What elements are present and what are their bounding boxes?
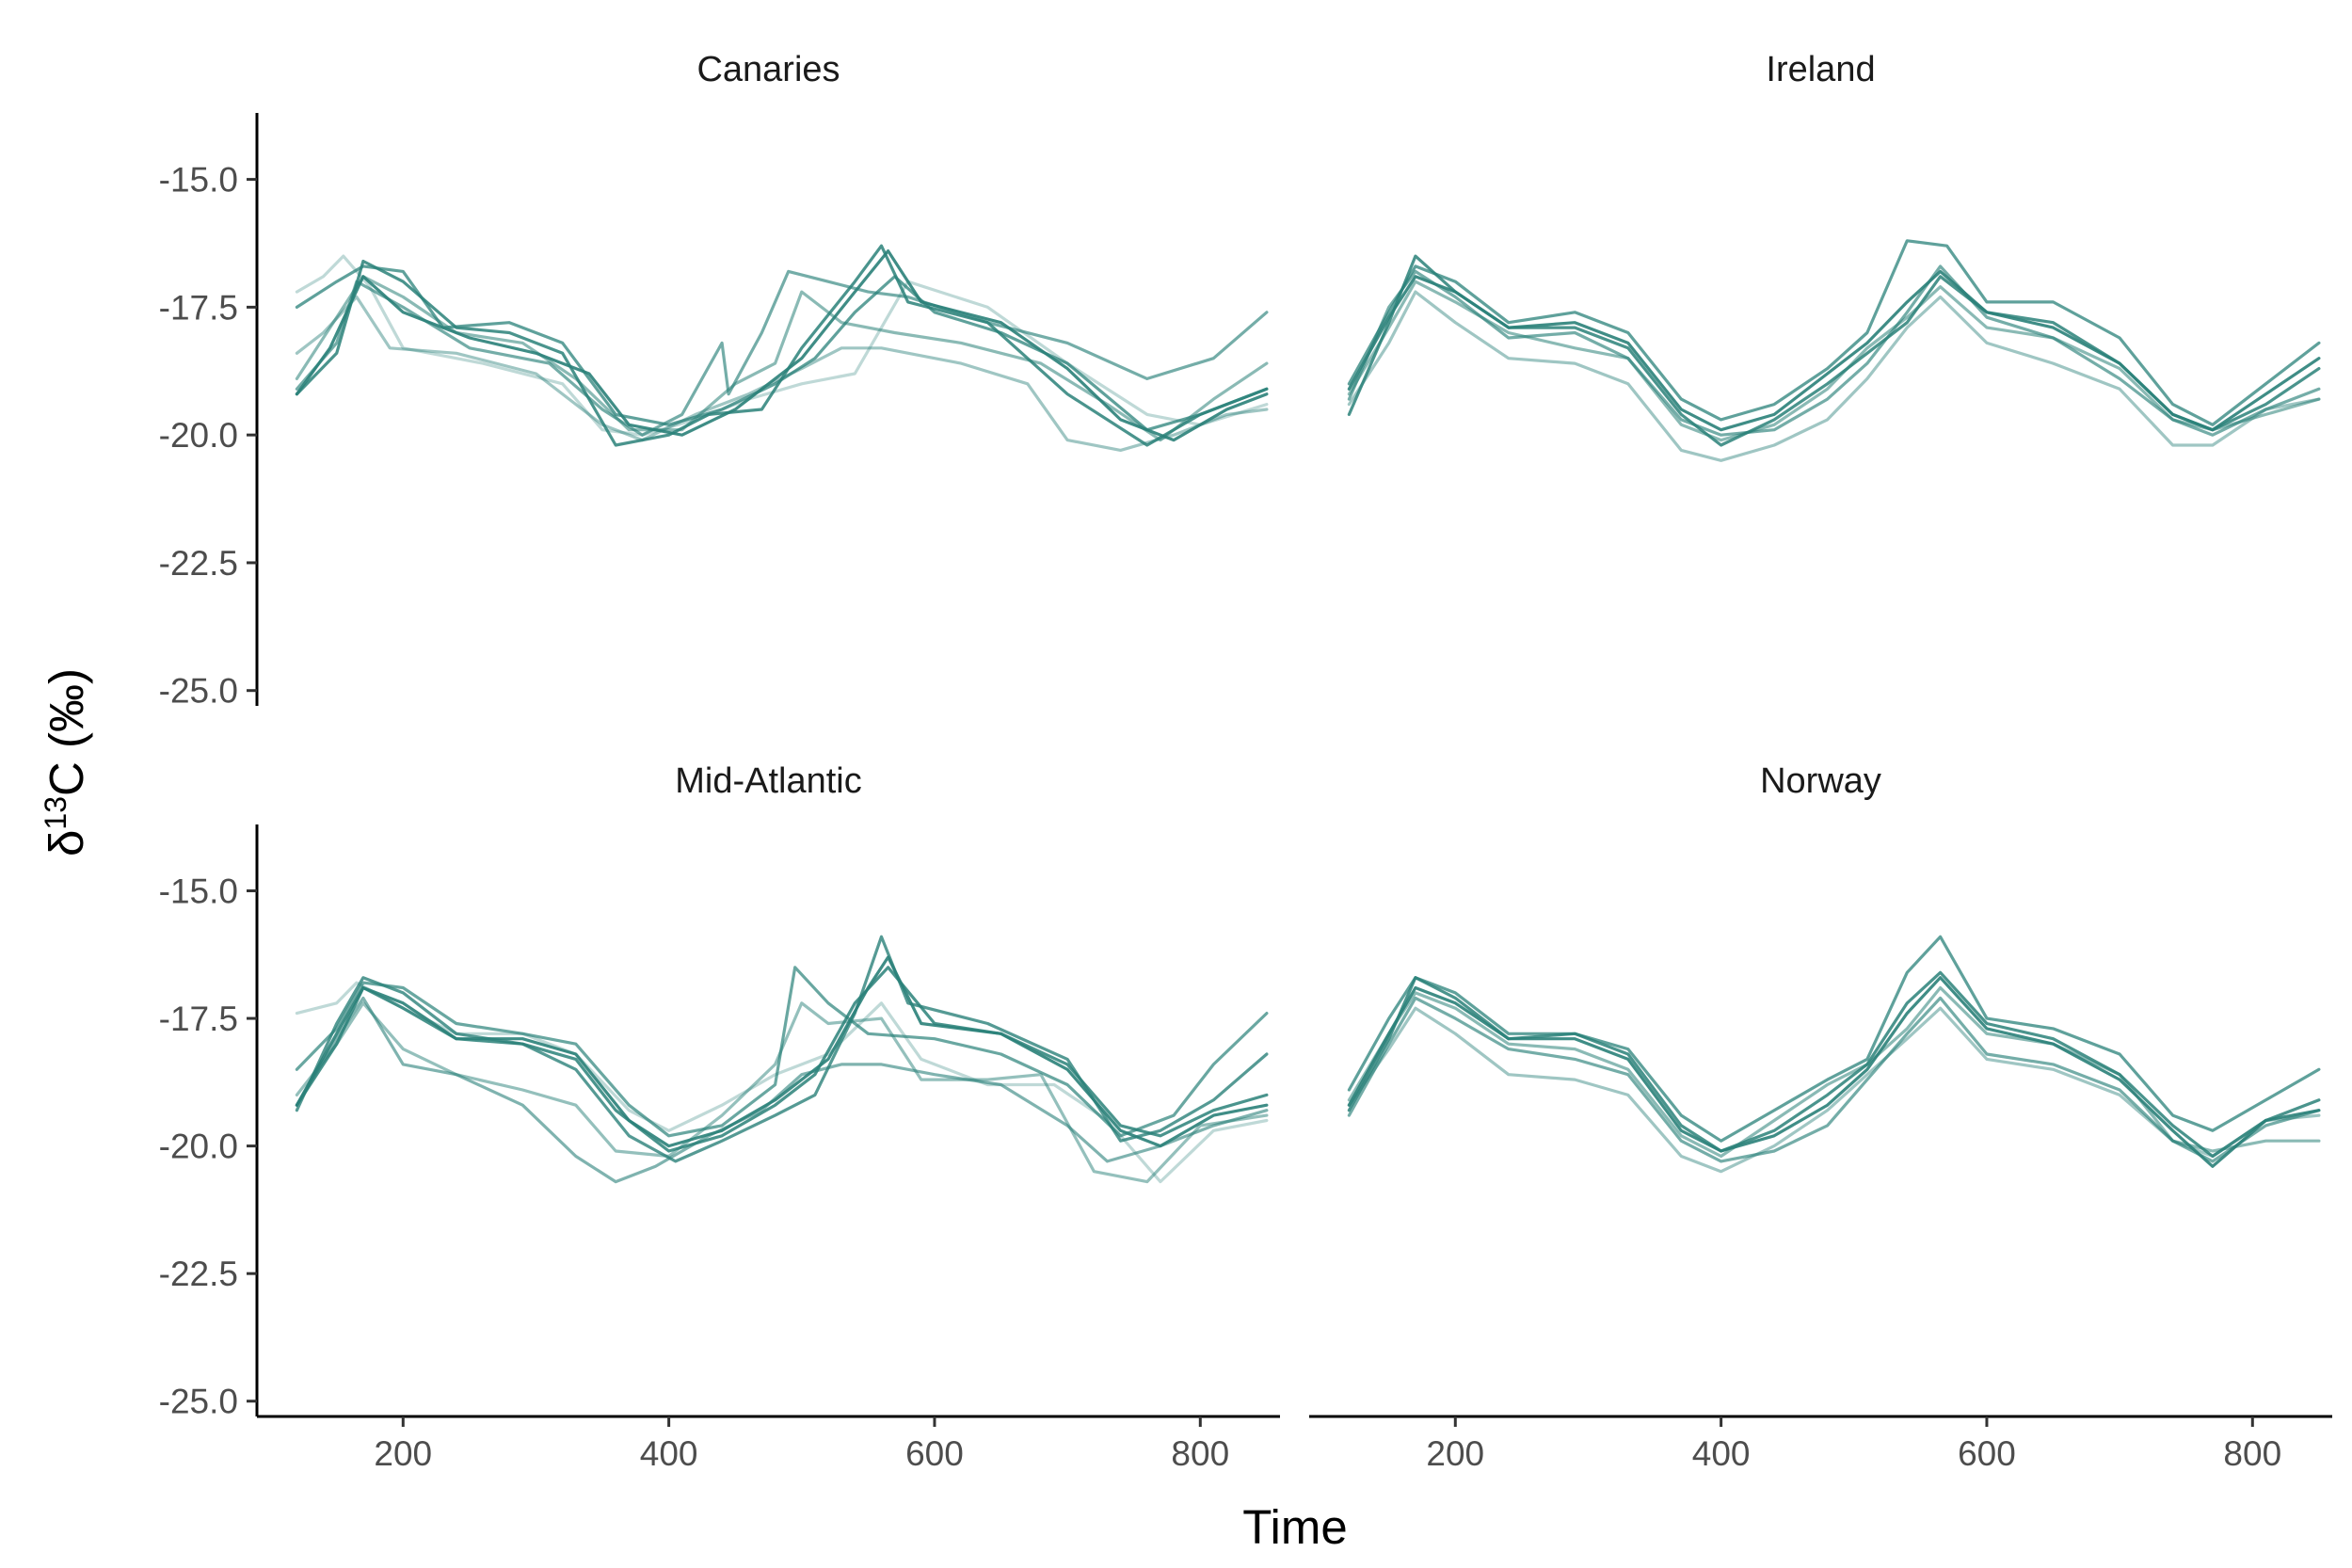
series-line-mid-atlantic-6 bbox=[295, 981, 1269, 1184]
series-line-canaries-6 bbox=[295, 254, 1269, 437]
panel-title-norway: Norway bbox=[1760, 761, 1881, 801]
series-line-norway-3 bbox=[1347, 996, 2321, 1163]
x-axis-title: Time bbox=[1242, 1500, 1347, 1554]
x-tick-label-norway-1: 400 bbox=[1692, 1434, 1751, 1473]
y-tick-label-canaries-3: -22.5 bbox=[159, 544, 238, 583]
x-tick-label-mid-atlantic-1: 400 bbox=[640, 1434, 698, 1473]
y-tick-label-mid-atlantic-4: -25.0 bbox=[159, 1383, 238, 1421]
series-line-ireland-4 bbox=[1347, 280, 2321, 442]
x-tick-label-norway-3: 800 bbox=[2223, 1434, 2281, 1473]
panel-mid-atlantic: Mid-Atlantic -15.0 -17.5 -20.0 -22.5 -25.0 200… bbox=[159, 761, 1280, 1473]
panel-title-ireland: Ireland bbox=[1766, 50, 1875, 89]
series-line-norway-1 bbox=[1347, 970, 2321, 1159]
series-line-mid-atlantic-5 bbox=[295, 1001, 1269, 1184]
series-line-mid-atlantic-3 bbox=[295, 966, 1269, 1138]
y-axis-delta: δ bbox=[40, 830, 93, 856]
series-line-mid-atlantic-4 bbox=[295, 996, 1269, 1184]
y-axis-unit: C (‰) bbox=[40, 668, 93, 796]
series-line-norway-4 bbox=[1347, 985, 2321, 1159]
series-line-norway-5 bbox=[1347, 1006, 2321, 1174]
series-line-canaries-2 bbox=[295, 264, 1269, 432]
series-line-mid-atlantic-7 bbox=[295, 955, 1269, 1148]
panel-title-mid-atlantic: Mid-Atlantic bbox=[675, 761, 862, 801]
series-line-canaries-7 bbox=[295, 249, 1269, 442]
x-tick-label-norway-0: 200 bbox=[1426, 1434, 1484, 1473]
x-tick-label-mid-atlantic-3: 800 bbox=[1171, 1434, 1229, 1473]
y-tick-label-mid-atlantic-3: -22.5 bbox=[159, 1255, 238, 1293]
y-tick-label-mid-atlantic-0: -15.0 bbox=[159, 872, 238, 910]
series-line-norway-2 bbox=[1347, 935, 2321, 1143]
x-tick-label-norway-2: 600 bbox=[1958, 1434, 2016, 1473]
y-tick-label-canaries-1: -17.5 bbox=[159, 288, 238, 327]
y-tick-label-canaries-2: -20.0 bbox=[159, 416, 238, 455]
panels-layer: Canaries -15.0 -17.5 -20.0 -22.5 -25.0 Ireland… bbox=[159, 50, 2332, 1473]
y-axis-title: δ13C (‰) bbox=[39, 668, 93, 856]
panel-ireland: Ireland bbox=[1347, 50, 2321, 462]
panel-canaries: Canaries -15.0 -17.5 -20.0 -22.5 -25.0 bbox=[159, 50, 1269, 711]
x-tick-label-mid-atlantic-2: 600 bbox=[905, 1434, 964, 1473]
panel-title-canaries: Canaries bbox=[696, 50, 840, 89]
series-line-canaries-1 bbox=[295, 244, 1269, 447]
panel-norway: Norway 200 400 600 800 bbox=[1309, 761, 2332, 1473]
x-tick-label-mid-atlantic-0: 200 bbox=[374, 1434, 432, 1473]
y-tick-label-canaries-4: -25.0 bbox=[159, 672, 238, 711]
series-line-ireland-2 bbox=[1347, 239, 2321, 426]
series-line-canaries-5 bbox=[295, 295, 1269, 452]
series-line-mid-atlantic-1 bbox=[295, 966, 1269, 1153]
series-line-norway-6 bbox=[1347, 976, 2321, 1168]
y-tick-label-mid-atlantic-2: -20.0 bbox=[159, 1128, 238, 1166]
y-axis-title-text: δ13C (‰) bbox=[39, 668, 93, 856]
y-tick-label-canaries-0: -15.0 bbox=[159, 161, 238, 200]
series-line-ireland-5 bbox=[1347, 290, 2321, 462]
series-line-mid-atlantic-2 bbox=[295, 935, 1269, 1163]
y-tick-label-mid-atlantic-1: -17.5 bbox=[159, 1000, 238, 1038]
series-line-ireland-6 bbox=[1347, 269, 2321, 432]
series-line-canaries-4 bbox=[295, 275, 1269, 442]
y-axis-superscript: 13 bbox=[39, 796, 72, 830]
